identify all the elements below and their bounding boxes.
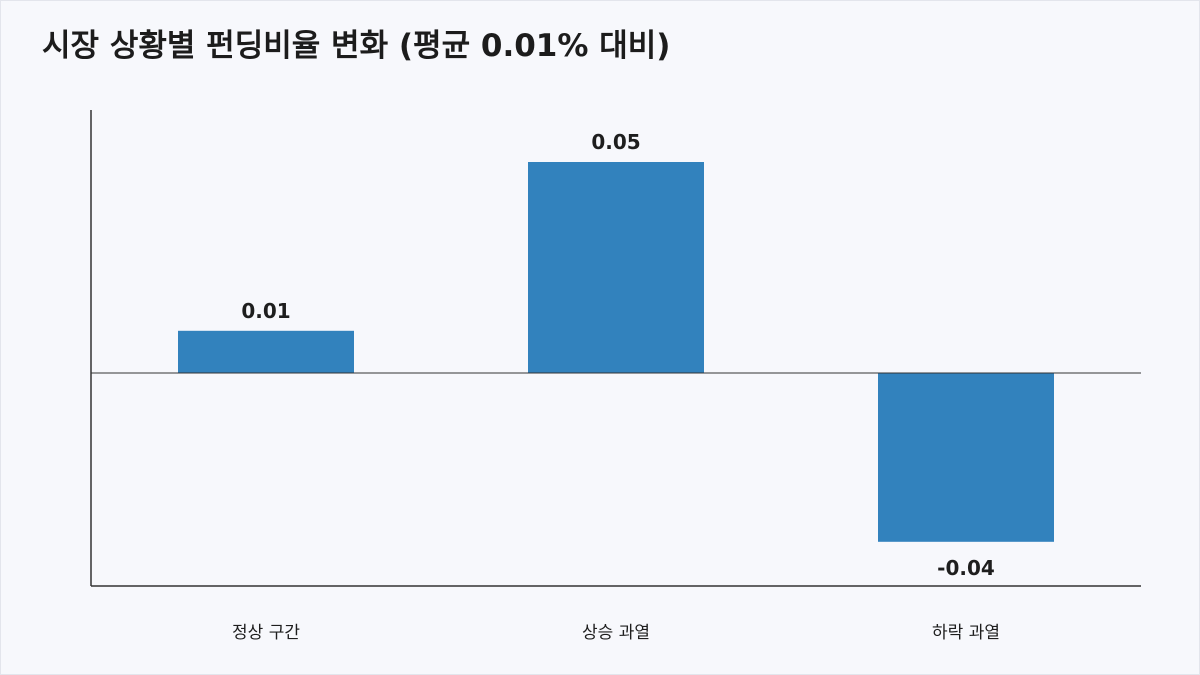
category-label-3: 하락 과열 [932, 623, 1000, 643]
data-label-2: 0.05 [591, 130, 640, 154]
data-label-3: -0.04 [937, 556, 995, 580]
labels-group: 0.01 정상 구간 0.05 상승 과열 -0.04 하락 과열 [232, 130, 1000, 643]
bar-3 [878, 373, 1054, 542]
category-label-1: 정상 구간 [232, 623, 300, 643]
chart-title: 시장 상황별 펀딩비율 변화 (평균 0.01% 대비) [42, 28, 671, 64]
category-label-2: 상승 과열 [582, 623, 650, 643]
bar-2 [528, 162, 704, 373]
bars-group [178, 162, 1054, 542]
bar-1 [178, 330, 354, 373]
data-label-1: 0.01 [241, 299, 290, 323]
